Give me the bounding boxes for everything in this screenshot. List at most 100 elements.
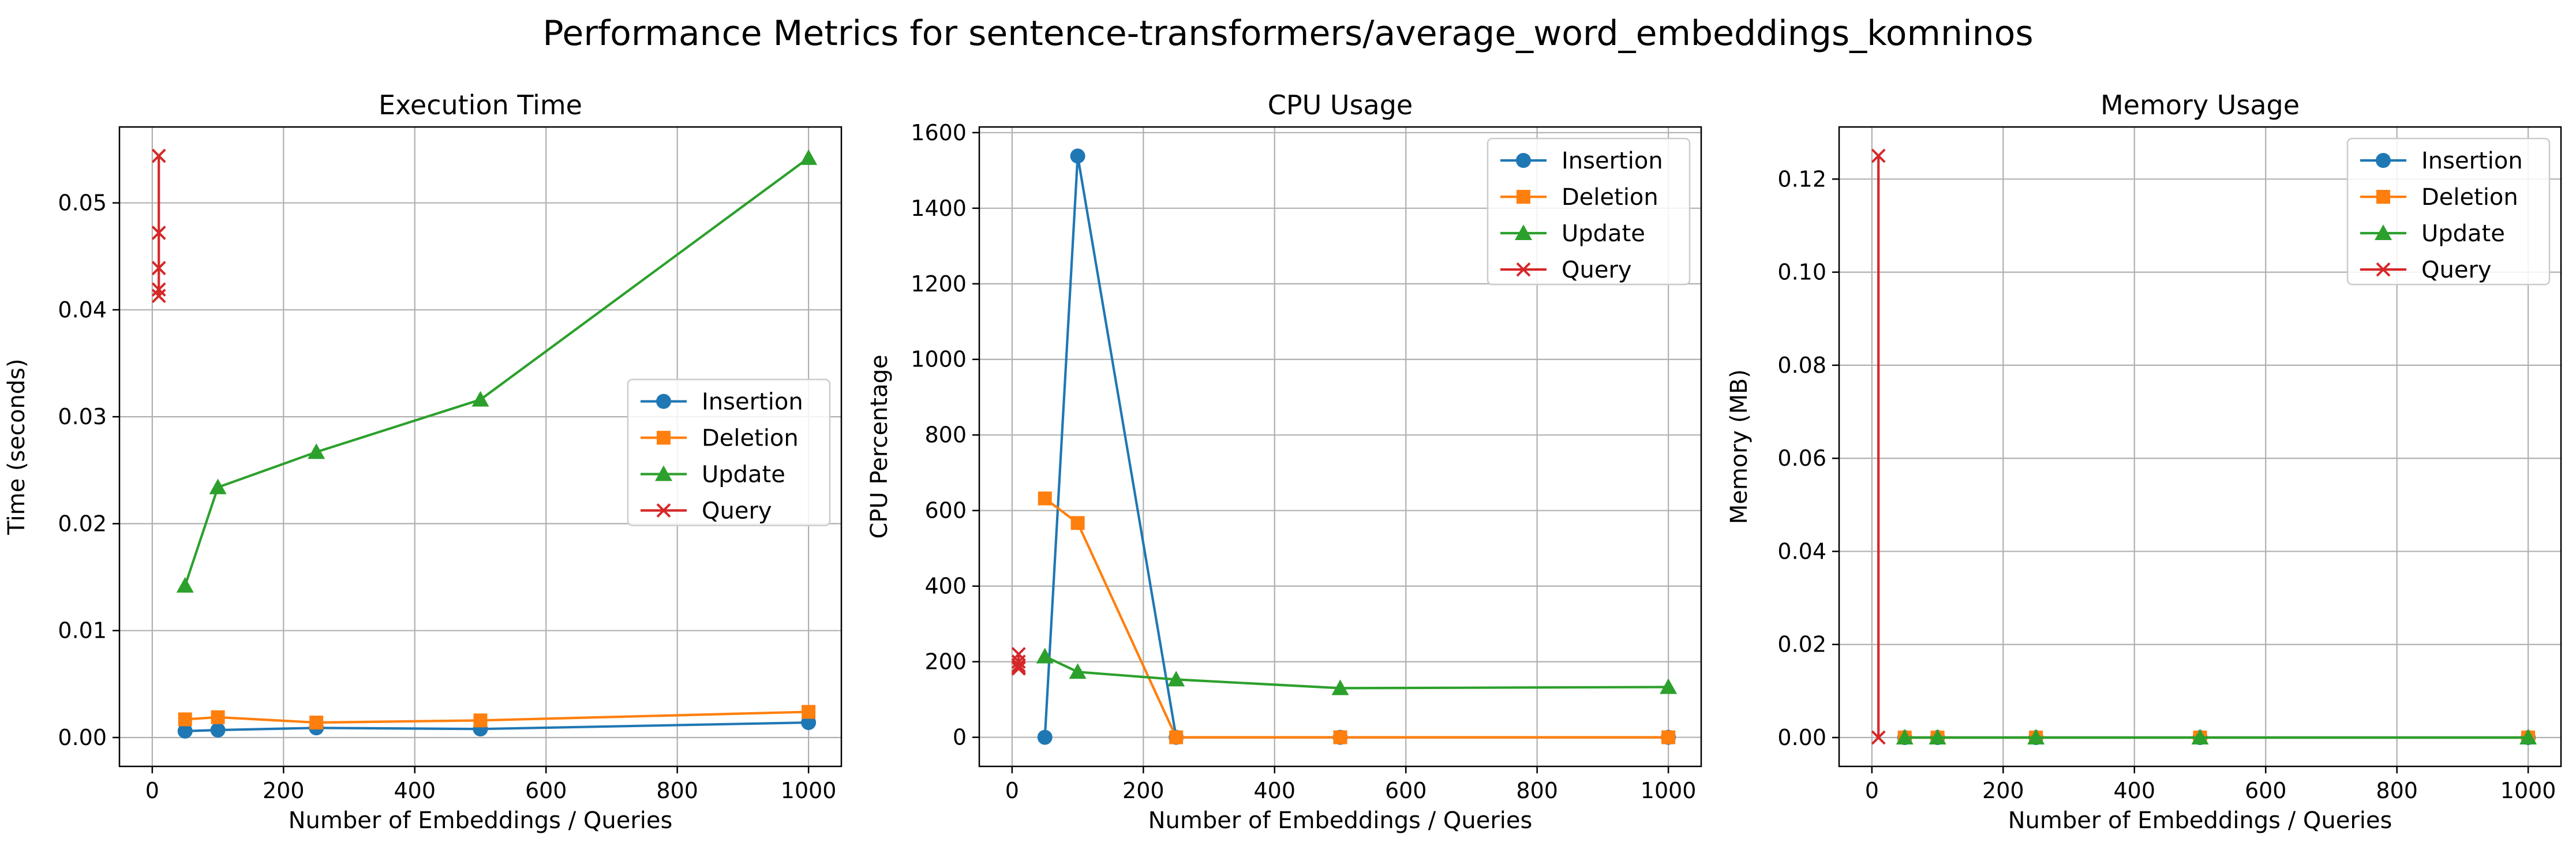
- data-point-update: [1069, 663, 1087, 679]
- series-line-deletion: [1044, 497, 1669, 739]
- legend-label-query: Query: [2421, 257, 2492, 283]
- x-tick-label: 200: [1122, 778, 1165, 803]
- figure-title: Performance Metrics for sentence-transfo…: [542, 13, 2033, 54]
- legend-marker-deletion: [657, 431, 671, 445]
- series-update: [1896, 729, 2537, 745]
- legend-label-update: Update: [1562, 220, 1645, 247]
- y-tick-label: 0.02: [58, 511, 107, 536]
- series-query: [1011, 647, 1026, 676]
- legend-frame: [627, 379, 831, 526]
- series-query: [151, 148, 166, 304]
- data-point-update: [800, 149, 818, 165]
- data-point-query: [151, 148, 166, 163]
- y-tick-label: 0.00: [58, 725, 107, 750]
- y-tick-label: 1600: [911, 120, 967, 145]
- data-point-insertion: [801, 715, 817, 731]
- x-tick-label: 800: [656, 778, 698, 803]
- data-point-query: [1871, 148, 1886, 163]
- legend-marker-update: [2375, 224, 2392, 240]
- y-tick-label: 1200: [911, 271, 967, 297]
- legend-marker-query: [656, 503, 671, 518]
- x-tick-label: 1000: [1641, 778, 1697, 803]
- x-tick-label: 0: [1865, 778, 1879, 803]
- memory-usage-panel: Memory Usage 0 200 400 600 800 1000 0.00 0.02 0.0…: [1726, 89, 2562, 834]
- x-tick-label: 400: [1254, 778, 1296, 803]
- legend-marker-query: [2376, 262, 2391, 277]
- legend-marker-update: [655, 465, 672, 481]
- data-point-update: [1331, 679, 1349, 695]
- data-point-deletion: [178, 712, 192, 727]
- legend-frame: [1487, 137, 1691, 286]
- legend-label-insertion: Insertion: [702, 389, 803, 416]
- data-point-insertion: [1037, 729, 1053, 745]
- data-point-query: [151, 289, 166, 304]
- memory-usage-ylabel: Memory (MB): [1726, 369, 1753, 525]
- execution-time-title: Execution Time: [379, 89, 582, 121]
- cpu-usage-xlabel: Number of Embeddings / Queries: [1148, 807, 1533, 834]
- y-tick-label: 0.10: [1777, 260, 1826, 285]
- data-point-update: [1896, 729, 1914, 745]
- execution-time-legend: Insertion Deletion Update Query: [627, 379, 831, 526]
- data-point-update: [1929, 729, 1946, 745]
- series-line-insertion: [185, 721, 809, 732]
- x-tick-label: 1000: [2500, 778, 2556, 803]
- cpu-usage-title: CPU Usage: [1268, 89, 1413, 121]
- legend-label-query: Query: [1562, 257, 1632, 283]
- legend-marker-insertion: [656, 394, 671, 409]
- x-tick-label: 0: [1005, 778, 1019, 803]
- data-point-query: [1011, 654, 1026, 669]
- legend-marker-insertion: [1516, 153, 1531, 168]
- legend-marker-deletion: [1517, 190, 1530, 204]
- cpu-usage-panel: CPU Usage 0 200 400 600 800 1000 0 200 400 600 800 1…: [866, 89, 1702, 834]
- y-tick-label: 0.12: [1777, 166, 1826, 192]
- cpu-usage-legend: Insertion Deletion Update Query: [1487, 137, 1691, 286]
- series-deletion: [1038, 491, 1676, 744]
- x-tick-label: 200: [263, 778, 305, 803]
- series-query: [1871, 148, 1886, 745]
- data-point-update: [471, 391, 489, 407]
- legend-marker-deletion: [2376, 190, 2390, 204]
- x-tick-label: 600: [2245, 778, 2287, 803]
- legend-label-update: Update: [2421, 220, 2505, 247]
- memory-usage-legend: Insertion Deletion Update Query: [2346, 137, 2551, 286]
- x-tick-label: 600: [1385, 778, 1427, 803]
- execution-time-panel: Execution Time 0 200 400 600 800 1000 0.00 0.01 0…: [3, 89, 843, 834]
- data-point-deletion: [211, 710, 225, 724]
- y-tick-label: 0.03: [58, 404, 107, 429]
- series-update: [176, 149, 818, 593]
- y-tick-label: 0.05: [58, 190, 107, 216]
- legend-marker-update: [1515, 224, 1532, 240]
- data-point-query: [151, 226, 166, 240]
- x-tick-label: 400: [2114, 778, 2156, 803]
- data-point-update: [1036, 648, 1054, 664]
- data-point-query: [151, 261, 166, 275]
- legend-marker-insertion: [2376, 153, 2391, 168]
- data-point-update: [209, 478, 227, 495]
- y-tick-label: 0.04: [58, 297, 107, 323]
- data-point-deletion: [309, 716, 324, 730]
- memory-usage-title: Memory Usage: [2101, 89, 2300, 121]
- y-tick-label: 1400: [911, 196, 967, 221]
- x-tick-label: 400: [394, 778, 436, 803]
- y-tick-label: 200: [924, 649, 967, 675]
- legend-frame: [2346, 137, 2551, 286]
- data-point-deletion: [802, 705, 816, 719]
- y-tick-label: 0.04: [1777, 538, 1826, 564]
- legend-label-insertion: Insertion: [1562, 148, 1663, 174]
- data-point-deletion: [1333, 730, 1347, 744]
- x-tick-label: 600: [525, 778, 567, 803]
- data-point-update: [2027, 729, 2045, 745]
- data-point-query: [1011, 661, 1026, 676]
- data-point-update: [1660, 678, 1678, 694]
- cpu-usage-axes-frame: [978, 126, 1702, 768]
- legend-label-update: Update: [702, 462, 785, 488]
- y-tick-label: 800: [924, 422, 967, 448]
- data-point-update: [2191, 729, 2209, 745]
- series-update: [1036, 648, 1678, 695]
- y-tick-label: 0: [953, 725, 967, 750]
- x-tick-label: 800: [1516, 778, 1558, 803]
- legend-label-query: Query: [702, 498, 772, 525]
- data-point-deletion: [1169, 730, 1184, 744]
- y-tick-label: 0.08: [1777, 353, 1826, 378]
- execution-time-xlabel: Number of Embeddings / Queries: [289, 807, 673, 834]
